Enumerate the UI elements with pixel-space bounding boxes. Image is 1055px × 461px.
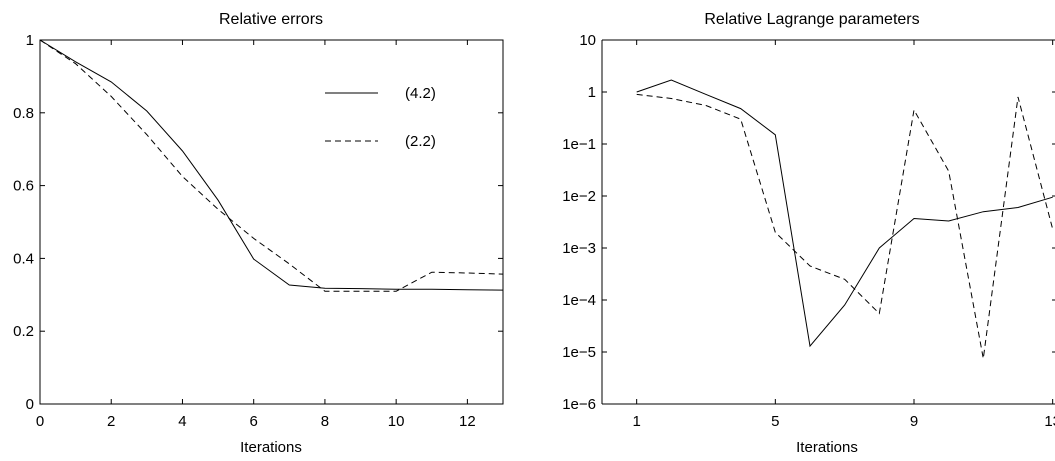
relative-errors-y-ticks: 0 0.2 0.4 0.6 0.8 1 <box>13 32 503 413</box>
y-tick-label: 0.4 <box>13 250 34 267</box>
relative-errors-title: Relative errors <box>219 11 323 28</box>
y-tick-label: 10 <box>579 32 596 49</box>
x-tick-label: 13 <box>1044 413 1055 430</box>
x-tick-label: 9 <box>910 413 918 430</box>
y-tick-label: 0 <box>26 396 34 413</box>
y-tick-label: 1e−5 <box>562 344 596 361</box>
y-tick-label: 0.6 <box>13 178 34 195</box>
series-line-solid <box>636 79 1053 348</box>
relative-errors-plot-frame <box>39 39 504 405</box>
y-tick-label: 1 <box>588 84 596 101</box>
x-tick-label: 8 <box>321 413 329 430</box>
relative-errors-chart: Relative errors 0 2 4 6 8 10 12 0 0.2 0.4 0.6 0.8 1… <box>13 11 504 456</box>
legend-label-2-2: (2.2) <box>405 133 436 150</box>
series-line-dashed <box>39 39 504 292</box>
relative-errors-x-axis-label: Iterations <box>240 439 302 456</box>
y-tick-label: 1e−3 <box>562 240 596 257</box>
relative-errors-series <box>39 39 504 292</box>
x-tick-label: 2 <box>107 413 115 430</box>
y-tick-label: 1e−1 <box>562 136 596 153</box>
x-tick-label: 10 <box>388 413 405 430</box>
relative-lagrange-x-axis-label: Iterations <box>796 439 858 456</box>
x-tick-label: 4 <box>178 413 186 430</box>
x-tick-label: 12 <box>459 413 476 430</box>
y-tick-label: 1 <box>26 32 34 49</box>
series-line-dashed <box>636 93 1054 359</box>
relative-lagrange-series <box>636 79 1054 359</box>
y-tick-label: 1e−6 <box>562 396 596 413</box>
x-tick-label: 0 <box>36 413 44 430</box>
y-tick-label: 1e−2 <box>562 188 596 205</box>
relative-lagrange-y-ticks: 1e−6 1e−5 1e−4 1e−3 1e−2 1e−1 1 10 <box>562 32 1055 413</box>
y-tick-label: 0.8 <box>13 105 34 122</box>
x-tick-label: 1 <box>632 413 640 430</box>
y-tick-label: 1e−4 <box>562 292 596 309</box>
series-line-solid <box>39 39 504 291</box>
relative-lagrange-title: Relative Lagrange parameters <box>704 11 919 28</box>
relative-errors-x-ticks: 0 2 4 6 8 10 12 <box>36 40 476 430</box>
legend-label-4-2: (4.2) <box>405 85 436 102</box>
x-tick-label: 6 <box>250 413 258 430</box>
y-tick-label: 0.2 <box>13 323 34 340</box>
relative-lagrange-x-ticks: 1 5 9 13 <box>632 40 1055 430</box>
x-tick-label: 5 <box>771 413 779 430</box>
relative-errors-legend: (4.2) (2.2) <box>325 85 436 150</box>
relative-lagrange-chart: Relative Lagrange parameters 15913 1e−61… <box>562 11 1055 456</box>
